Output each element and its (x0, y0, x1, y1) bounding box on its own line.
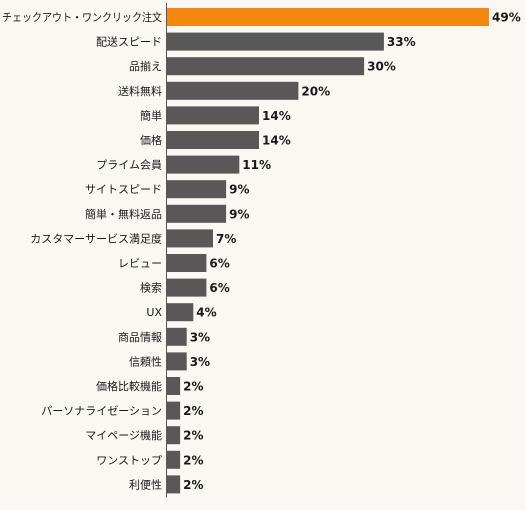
bar-14 (167, 352, 187, 371)
value-label-11: 6% (209, 281, 229, 295)
category-label-1: 配送スピード (96, 35, 162, 49)
value-label-8: 9% (229, 207, 249, 221)
bar-13 (167, 327, 187, 346)
bar-15 (167, 377, 181, 395)
value-label-4: 14% (262, 109, 291, 123)
category-label-6: プライム会員 (96, 159, 162, 172)
category-labels: チェックアウト・ワンクリック注文配送スピード品揃え送料無料簡単価格プライム会員サ… (2, 10, 162, 491)
bar-17 (167, 426, 181, 445)
category-label-8: 簡単・無料返品 (85, 207, 162, 221)
bar-3 (167, 81, 299, 100)
bar-11 (167, 278, 207, 297)
value-label-5: 14% (262, 134, 291, 148)
value-label-6: 11% (242, 158, 271, 172)
bar-6 (167, 155, 240, 174)
value-label-3: 20% (301, 84, 330, 98)
category-label-3: 送料無料 (118, 84, 162, 98)
category-label-7: サイトスピード (85, 183, 162, 196)
category-label-9: カスタマーサービス満足度 (30, 231, 162, 245)
bar-1 (167, 32, 384, 51)
category-label-10: レビュー (118, 257, 162, 270)
category-label-2: 品揃え (129, 60, 162, 73)
bar-2 (167, 57, 365, 76)
bar-9 (167, 229, 213, 248)
bar-7 (167, 180, 227, 199)
value-label-10: 6% (209, 257, 229, 271)
bars-layer (167, 8, 489, 494)
category-label-15: 価格比較機能 (96, 379, 162, 393)
value-label-2: 30% (367, 60, 396, 74)
value-label-18: 2% (183, 453, 203, 467)
category-label-13: 商品情報 (118, 330, 162, 344)
category-label-5: 価格 (140, 133, 162, 147)
category-label-17: マイページ機能 (85, 428, 162, 442)
category-label-12: UX (146, 306, 162, 319)
bar-12 (167, 303, 194, 322)
value-label-13: 3% (190, 330, 210, 344)
value-label-16: 2% (183, 404, 203, 418)
category-label-14: 信頼性 (129, 354, 162, 368)
bar-10 (167, 254, 207, 272)
value-label-15: 2% (183, 380, 203, 394)
value-label-1: 33% (387, 35, 416, 49)
category-label-4: 簡単 (140, 108, 162, 122)
value-label-9: 7% (216, 232, 236, 246)
bar-5 (167, 131, 259, 149)
value-label-14: 3% (190, 355, 210, 369)
category-label-11: 検索 (140, 281, 162, 295)
value-label-0: 49% (492, 11, 521, 25)
bar-8 (167, 204, 227, 223)
category-label-18: ワンストップ (96, 454, 162, 467)
category-label-19: 利便性 (129, 477, 162, 491)
value-label-12: 4% (196, 306, 216, 320)
category-label-0: チェックアウト・ワンクリック注文 (2, 10, 162, 24)
value-label-17: 2% (183, 429, 203, 443)
bar-19 (167, 475, 181, 494)
bar-0 (167, 8, 489, 26)
value-label-7: 9% (229, 183, 249, 197)
value-label-19: 2% (183, 478, 203, 492)
category-label-16: パーソナライゼーション (41, 405, 162, 418)
value-labels: 49% 33% 30% 20% 14% 14% 11% 9% 9% 7% 6% 6% 4% 3% 3% 2% 2… (183, 11, 521, 492)
bar-18 (167, 450, 181, 469)
bar-4 (167, 106, 259, 125)
bar-16 (167, 401, 181, 420)
